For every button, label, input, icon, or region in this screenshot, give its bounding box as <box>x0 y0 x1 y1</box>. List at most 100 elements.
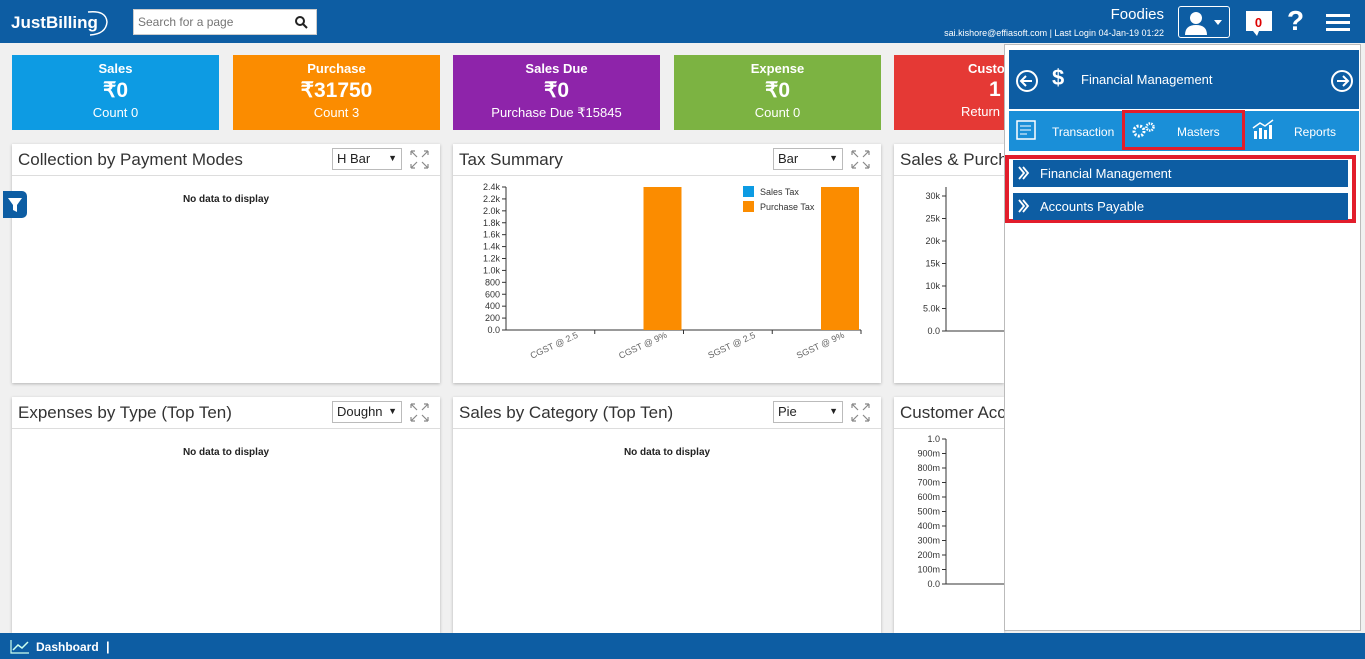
select-value: H Bar <box>337 151 371 166</box>
panel-header: Tax Summary Bar ▼ <box>453 144 881 176</box>
panel-title: Tax Summary <box>459 150 563 169</box>
panel-collection: Collection by Payment Modes H Bar ▼ No da… <box>12 144 440 383</box>
select-value: Bar <box>778 151 799 166</box>
y-tick-label: 0.0 <box>487 325 500 335</box>
chart-type-select[interactable]: Pie ▼ <box>773 401 843 423</box>
bar-purchase-tax <box>643 187 682 330</box>
help-icon[interactable]: ? <box>1287 5 1305 36</box>
arrow-right-circle-icon[interactable] <box>1330 69 1354 93</box>
y-tick-label: 2.2k <box>483 194 501 204</box>
no-data-message: No data to display <box>182 194 270 205</box>
kpi-title: Purchase <box>307 61 366 76</box>
panel-tax-summary: Tax Summary Bar ▼ 0.0 200 400 600 800 1.0k 1.2k… <box>453 144 881 383</box>
arrow-left-circle-icon[interactable] <box>1015 69 1039 93</box>
bottom-dashboard-link[interactable]: Dashboard <box>36 640 99 654</box>
y-tick-label: 100m <box>917 565 940 575</box>
select-value: Doughn <box>337 404 383 419</box>
chevron-down-icon: ▼ <box>388 153 397 163</box>
panel-expenses: Expenses by Type (Top Ten) Doughn ▼ No da… <box>12 397 440 633</box>
chart-type-select[interactable]: Doughn ▼ <box>332 401 402 423</box>
legend-label: Sales Tax <box>760 187 799 197</box>
right-side-panel: $ Financial Management Transaction Maste… <box>1004 44 1361 631</box>
masters-menu-list: Financial Management Accounts Payable <box>1005 155 1356 223</box>
y-tick-label: 20k <box>925 236 940 246</box>
panel-title: Expenses by Type (Top Ten) <box>18 403 232 422</box>
kpi-purchase[interactable]: Purchase ₹31750 Count 3 <box>233 55 440 130</box>
notifications-button[interactable]: 0 <box>1243 9 1275 37</box>
tab-label: Reports <box>1294 125 1337 139</box>
chevron-down-icon: ▼ <box>829 406 838 416</box>
y-tick-label: 1.0 <box>927 434 940 444</box>
kpi-sales-due[interactable]: Sales Due ₹0 Purchase Due ₹15845 <box>453 55 660 130</box>
x-tick-label: CGST @ 9% <box>617 330 668 361</box>
tab-label: Transaction <box>1052 125 1115 139</box>
kpi-value: ₹0 <box>764 79 791 102</box>
menu-item-label: Accounts Payable <box>1040 199 1145 214</box>
y-tick-label: 1.6k <box>483 230 501 240</box>
dashboard-chart-icon <box>10 640 29 654</box>
y-tick-label: 1.2k <box>483 254 501 264</box>
tab-masters[interactable]: Masters <box>1123 111 1243 151</box>
no-data-message: No data to display <box>623 447 711 458</box>
no-data-message: No data to display <box>182 447 270 458</box>
kpi-value: ₹0 <box>102 79 129 102</box>
panel-header: Customer Acc <box>894 397 1004 429</box>
search-icon[interactable] <box>294 15 308 29</box>
kpi-value: ₹31750 <box>300 79 373 102</box>
kpi-sub: Count 0 <box>92 105 139 120</box>
expand-icon[interactable] <box>410 150 429 169</box>
panel-tabs: Transaction Masters Reports <box>1009 111 1359 151</box>
panel-sales-category: Sales by Category (Top Ten) Pie ▼ No data… <box>453 397 881 633</box>
search-input[interactable] <box>134 10 284 34</box>
kpi-sub: Count 0 <box>754 105 801 120</box>
panel-title: Sales & Purch <box>900 150 1004 169</box>
expand-icon[interactable] <box>851 150 870 169</box>
panel-header: Expenses by Type (Top Ten) Doughn ▼ <box>12 397 440 429</box>
menu-item-financial-management[interactable]: Financial Management <box>1013 160 1348 187</box>
kpi-sub: Return <box>961 104 1001 119</box>
y-tick-label: 1.0k <box>483 265 501 275</box>
kpi-title: Expense <box>750 61 805 76</box>
user-menu-button[interactable] <box>1178 6 1230 38</box>
justbilling-logo[interactable]: JustBilling <box>10 8 110 36</box>
y-tick-label: 800m <box>917 463 940 473</box>
y-tick-label: 800 <box>485 277 500 287</box>
panel-header: Collection by Payment Modes H Bar ▼ <box>12 144 440 176</box>
chart-type-select[interactable]: H Bar ▼ <box>332 148 402 170</box>
legend-swatch <box>743 186 754 197</box>
gears-icon <box>1132 122 1155 138</box>
x-tick-label: SGST @ 9% <box>795 330 846 361</box>
y-tick-label: 400m <box>917 521 940 531</box>
tab-reports[interactable]: Reports <box>1243 111 1359 151</box>
svg-text:JustBilling: JustBilling <box>11 13 98 32</box>
y-tick-label: 2.4k <box>483 182 501 192</box>
user-login-info: sai.kishore@effiasoft.com | Last Login 0… <box>944 28 1164 38</box>
tab-transaction[interactable]: Transaction <box>1009 111 1123 151</box>
filter-button[interactable] <box>3 191 27 218</box>
kpi-title: Custo <box>968 61 1004 76</box>
hamburger-menu-icon[interactable] <box>1326 13 1350 33</box>
bottom-separator: | <box>106 639 110 654</box>
y-tick-label: 600 <box>485 289 500 299</box>
panel-title: Collection by Payment Modes <box>18 150 243 169</box>
y-tick-label: 500m <box>917 507 940 517</box>
kpi-customer[interactable]: Custo 1 Return <box>894 55 1004 130</box>
y-tick-label: 600m <box>917 492 940 502</box>
expand-icon[interactable] <box>410 403 429 422</box>
top-bar: JustBilling Foodies sai.kishore@effiasof… <box>0 0 1365 43</box>
chart-type-select[interactable]: Bar ▼ <box>773 148 843 170</box>
y-tick-label: 0.0 <box>927 579 940 589</box>
y-tick-label: 25k <box>925 214 940 224</box>
kpi-expense[interactable]: Expense ₹0 Count 0 <box>674 55 881 130</box>
kpi-sales[interactable]: Sales ₹0 Count 0 <box>12 55 219 130</box>
y-tick-label: 900m <box>917 449 940 459</box>
menu-item-accounts-payable[interactable]: Accounts Payable <box>1013 193 1348 220</box>
double-chevron-right-icon <box>1018 166 1030 180</box>
search-box[interactable] <box>133 9 317 35</box>
chevron-down-icon: ▼ <box>388 406 397 416</box>
y-tick-label: 10k <box>925 281 940 291</box>
expand-icon[interactable] <box>851 403 870 422</box>
y-tick-label: 1.4k <box>483 242 501 252</box>
customer-account-chart: 0.0 100m 200m 300m 400m 500m 600m 700m 800m 900m 1… <box>917 434 1004 589</box>
y-tick-label: 700m <box>917 478 940 488</box>
